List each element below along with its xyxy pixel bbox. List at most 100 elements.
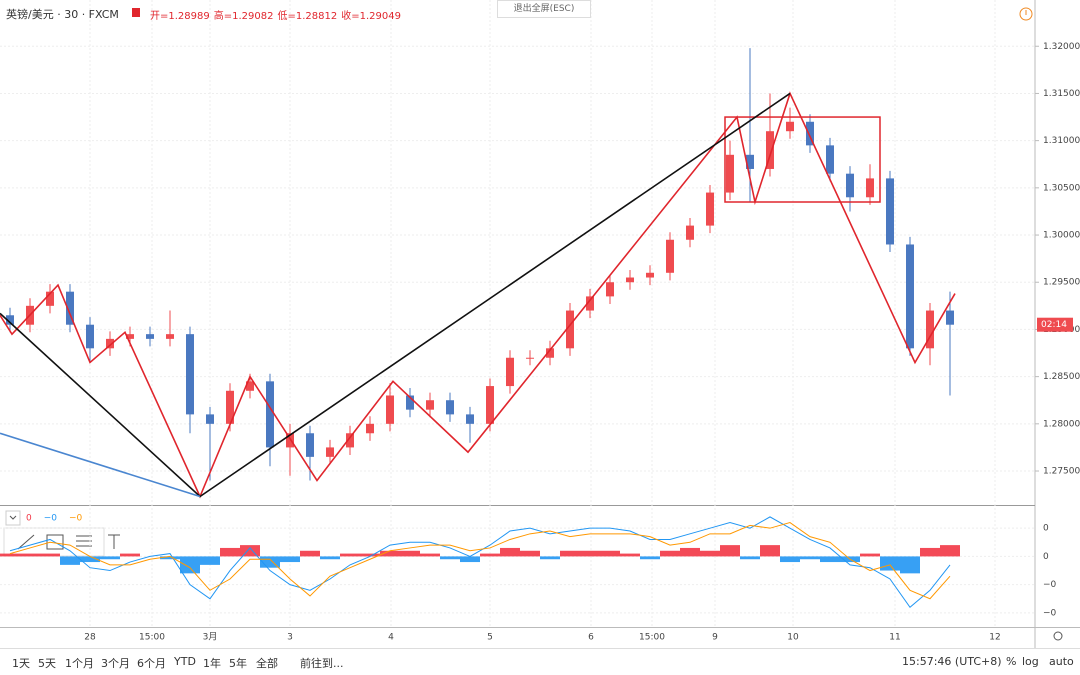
goto-button[interactable]: 前往到... (300, 657, 344, 670)
collapse-icon (9, 515, 17, 520)
x-tick-label: 10 (787, 633, 799, 643)
candle-body (306, 433, 314, 457)
candle-body (186, 334, 194, 415)
candle-body (946, 310, 954, 325)
candle-body (326, 447, 334, 457)
candle-body (506, 357, 514, 387)
ohlc: 开=1.28989 高=1.29082 低=1.28812 收=1.29049 (150, 7, 405, 22)
trend-drawing (0, 92, 791, 498)
histogram-bar (280, 556, 300, 563)
candle-body (146, 334, 154, 339)
candle-body (366, 423, 374, 434)
x-tick-label: 4 (388, 633, 394, 643)
scale-option[interactable]: % (1006, 655, 1017, 668)
text-tool[interactable] (108, 534, 120, 549)
range-button[interactable]: 5年 (229, 657, 247, 670)
candle-body (666, 239, 674, 273)
histogram-bar (600, 550, 620, 557)
ohlc-value: 高=1.29082 (213, 11, 274, 22)
candle-body (906, 244, 914, 349)
x-tick-label: 12 (989, 633, 1000, 643)
histogram-bar (900, 556, 920, 574)
ohlc-value: 开=1.28989 (150, 11, 210, 22)
histogram-bar (80, 556, 100, 563)
candle-body (126, 334, 134, 339)
y-tick-label: 1.30000 (1043, 231, 1080, 241)
chart: 1.275001.280001.285001.290001.295001.300… (0, 0, 1080, 648)
histogram-bar (380, 550, 400, 557)
scale-option[interactable]: auto (1049, 655, 1074, 668)
histogram-bar (360, 553, 380, 557)
histogram-bar (700, 550, 720, 557)
x-tick-label: 15:00 (639, 633, 665, 643)
histogram-bar (860, 553, 880, 557)
histogram-bar (220, 547, 240, 557)
candle-body (86, 324, 94, 349)
x-tick-label: 28 (84, 633, 96, 643)
exit-button[interactable]: 退出全屏(ESC) (497, 0, 591, 18)
toolbar: 1天 5天 1个月 3个月 6个月 YTD 1年 5年 全部 前往到... 15:57:46 (UT… (0, 648, 1080, 675)
candle-body (626, 277, 634, 283)
range-button[interactable]: 5天 (38, 657, 56, 670)
histogram-bar (60, 556, 80, 565)
y-tick-label: 1.31000 (1043, 136, 1080, 146)
histogram-bar (880, 556, 900, 571)
histogram-bar (120, 553, 140, 557)
candle-body (746, 154, 754, 169)
candle-body (586, 296, 594, 311)
histogram-bar (540, 556, 560, 560)
y-tick-label: 1.28500 (1043, 372, 1080, 382)
candle-body (346, 433, 354, 448)
box-drawing (724, 116, 881, 203)
range-button[interactable]: 1天 (12, 657, 30, 670)
legend-value: −0 (44, 514, 58, 524)
histogram-bar (260, 556, 280, 568)
x-tick-label: 5 (487, 633, 493, 643)
scale-option[interactable]: log (1022, 655, 1039, 668)
rect-tool[interactable] (46, 534, 64, 550)
candle-body (46, 291, 54, 306)
x-tick-label: 11 (889, 633, 900, 643)
candle-body (406, 395, 414, 410)
collapse-button[interactable] (5, 510, 21, 526)
histogram-bar (640, 556, 660, 560)
legend-value: −0 (69, 514, 83, 524)
macd-line (9, 516, 951, 608)
histogram-bar (680, 547, 700, 557)
y-tick-label: −0 (1043, 608, 1057, 618)
candle-body (826, 145, 834, 174)
range-button[interactable]: 3个月 (101, 657, 130, 670)
histogram-bar (760, 545, 780, 557)
price-tag (1037, 317, 1073, 332)
x-tick-label: 3月 (203, 632, 218, 643)
candle-body (486, 386, 494, 424)
y-tick-label: 1.29500 (1043, 278, 1080, 288)
histogram-bar (320, 556, 340, 560)
settings-icon[interactable] (1053, 631, 1063, 641)
y-tick-label: 0 (1043, 524, 1049, 534)
histogram-bar (940, 545, 960, 557)
candle-body (566, 310, 574, 349)
candle-body (526, 357, 534, 359)
histogram-bar (20, 553, 40, 557)
histogram-bar (420, 553, 440, 557)
histogram-bar (240, 545, 260, 557)
x-tick-label: 6 (588, 633, 594, 643)
range-button[interactable]: 全部 (256, 657, 278, 670)
range-button[interactable]: 1个月 (65, 657, 94, 670)
candle-body (226, 390, 234, 424)
histogram-bar (500, 547, 520, 557)
candle-body (546, 348, 554, 358)
histogram-bar (300, 550, 320, 557)
histogram-bar (480, 553, 500, 557)
range-button[interactable]: 6个月 (137, 657, 166, 670)
range-button[interactable]: YTD (174, 655, 196, 668)
y-tick-label: 1.28000 (1043, 419, 1080, 429)
y-tick-label: 1.30500 (1043, 183, 1080, 193)
fib-tool[interactable] (76, 535, 92, 547)
trend-tool[interactable] (17, 534, 35, 550)
range-button[interactable]: 1年 (203, 657, 221, 670)
ohlc-value: 低=1.28812 (277, 11, 338, 22)
alert-icon[interactable] (1019, 7, 1033, 21)
